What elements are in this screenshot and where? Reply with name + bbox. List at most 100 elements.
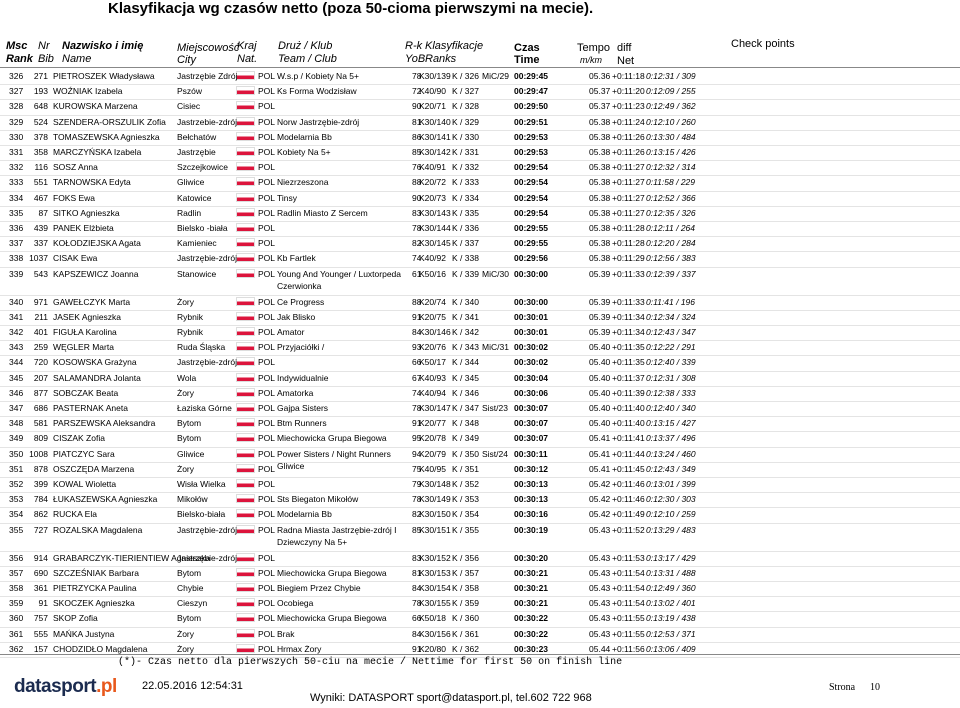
pace: 05.43 (589, 567, 611, 578)
nat: POL (258, 357, 276, 368)
city: Szczejkowice (177, 162, 229, 173)
pace: 05.38 (589, 192, 611, 203)
name: ŁUKASZEWSKA Agnieszka (53, 494, 158, 505)
pace: 05.41 (589, 433, 611, 444)
flag (236, 253, 255, 263)
diff: +0:11:27 (612, 207, 645, 218)
diff: +0:11:54 (612, 567, 645, 578)
rank: 344 (9, 357, 24, 368)
bib: 581 (33, 418, 48, 429)
name: MARCZYŃSKA Izabela (53, 147, 142, 157)
name: RUCKA Ela (53, 509, 97, 520)
result-row: 340 971 GAWEŁCZYK Marta Żory POL Ce Progress 8… (0, 295, 960, 311)
time: 00:30:11 (514, 448, 548, 459)
flag (236, 494, 255, 504)
team: Modelarnia Bb (277, 131, 332, 142)
nat: POL (258, 479, 276, 489)
open-rank: K / 360 (452, 613, 479, 624)
net-time: 0:12:11 / 264 (646, 223, 695, 233)
name: OSZCZĘDA Marzena (53, 463, 135, 474)
city: Jastrzębie (177, 147, 216, 157)
team: Btm Runners (277, 418, 327, 429)
time: 00:29:53 (514, 131, 549, 142)
col-header: Druż / Klub (278, 40, 333, 52)
bib: 193 (33, 86, 48, 97)
time: 00:30:20 (514, 552, 549, 563)
city: Chybie (177, 583, 204, 593)
diff: +0:11:34 (612, 311, 645, 322)
result-row: 355 727 ROZALSKA Magdalena Jastrzębie-zdrój… (0, 523, 960, 552)
name: KAPSZEWICZ Joanna (53, 268, 139, 279)
team: Power Sisters / Night Runners Gliwice (277, 448, 391, 471)
bib: 524 (33, 116, 48, 127)
time: 00:30:07 (514, 433, 549, 444)
flag (236, 101, 255, 111)
bib: 337 (33, 238, 48, 249)
yob: 91 (412, 311, 422, 322)
category-rank: K40/92 (419, 253, 446, 264)
result-row: 336 439 PANEK Elżbieta Bielsko -biała POL 78 K… (0, 221, 960, 238)
bib: 686 (33, 403, 48, 413)
time: 00:30:23 (514, 643, 549, 654)
category-rank: K20/76 (419, 342, 446, 353)
result-row: 358 361 PIETRZYCKA Paulina Chybie POL Biegiem… (0, 581, 960, 598)
yob: 78 (412, 494, 422, 505)
net-time: 0:12:49 / 360 (646, 583, 696, 593)
col-header: Net (617, 55, 635, 67)
yob: 66 (412, 357, 422, 368)
rank: 351 (9, 463, 24, 474)
yob: 86 (412, 131, 422, 142)
result-row: 353 784 ŁUKASZEWSKA Agnieszka Mikołów POL Sts… (0, 492, 960, 509)
city: Rybnik (177, 311, 203, 322)
open-rank: K / 330 (452, 131, 479, 142)
net-time: 0:12:43 / 349 (646, 463, 696, 474)
open-rank: K / 347 (452, 403, 479, 413)
rank: 330 (9, 131, 24, 142)
open-rank: K / 350 (452, 448, 479, 459)
result-row: 331 358 MARCZYŃSKA Izabela Jastrzębie POL Kob… (0, 145, 960, 162)
nat: POL (258, 372, 276, 383)
category-rank: K30/140 (419, 116, 451, 127)
col-header: Klasyfikacje (425, 40, 484, 52)
flag (236, 448, 255, 458)
name: PARSZEWSKA Aleksandra (53, 418, 156, 429)
name: SKOP Zofia (53, 613, 98, 624)
open-rank: K / 329 (452, 116, 479, 127)
bib: 877 (33, 387, 48, 398)
pace: 05.39 (589, 311, 611, 322)
time: 00:29:54 (514, 177, 549, 188)
name: PIETROSZEK Władysława (53, 71, 155, 81)
logo: datasport.pl (14, 676, 117, 698)
rank: 334 (9, 192, 24, 203)
diff: +0:11:56 (612, 643, 645, 654)
diff: +0:11:27 (612, 177, 645, 188)
flag (236, 433, 255, 443)
result-row: 349 809 CISZAK Zofia Bytom POL Miechowicka Gr… (0, 431, 960, 448)
net-time: 0:11:41 / 196 (646, 296, 695, 307)
result-row: 356 914 GRABARCZYK-TIERIENTIEW Agnieszka Ja… (0, 551, 960, 567)
name: CHODZIDŁO Magdalena (53, 643, 148, 654)
name: MAŃKA Justyna (53, 628, 115, 639)
yob: 91 (412, 643, 422, 654)
rank: 361 (9, 628, 24, 639)
city: Bielsko -biała (177, 223, 228, 233)
time: 00:30:21 (514, 598, 549, 609)
rank: 354 (9, 509, 24, 520)
diff: +0:11:29 (612, 253, 645, 264)
net-time: 0:12:09 / 255 (646, 86, 696, 97)
open-rank: K / 345 (452, 372, 479, 383)
nat: POL (258, 147, 276, 157)
result-row: 328 648 KUROWSKA Marzena Cisiec POL 90 K20/71 K… (0, 99, 960, 116)
result-row: 337 337 KOŁODZIEJSKA Agata Kamieniec POL 82 K3… (0, 236, 960, 253)
bib: 399 (33, 479, 48, 489)
yob: 66 (412, 613, 422, 624)
team: Miechowicka Grupa Biegowa (277, 567, 387, 578)
time: 00:29:55 (514, 223, 549, 233)
time: 00:30:04 (514, 372, 549, 383)
col-header: diff (617, 42, 632, 54)
yob: 90 (412, 192, 422, 203)
diff: +0:11:23 (612, 101, 645, 112)
rank: 329 (9, 116, 24, 127)
team: Ocobiega (277, 598, 314, 609)
pace: 05.38 (589, 207, 611, 218)
